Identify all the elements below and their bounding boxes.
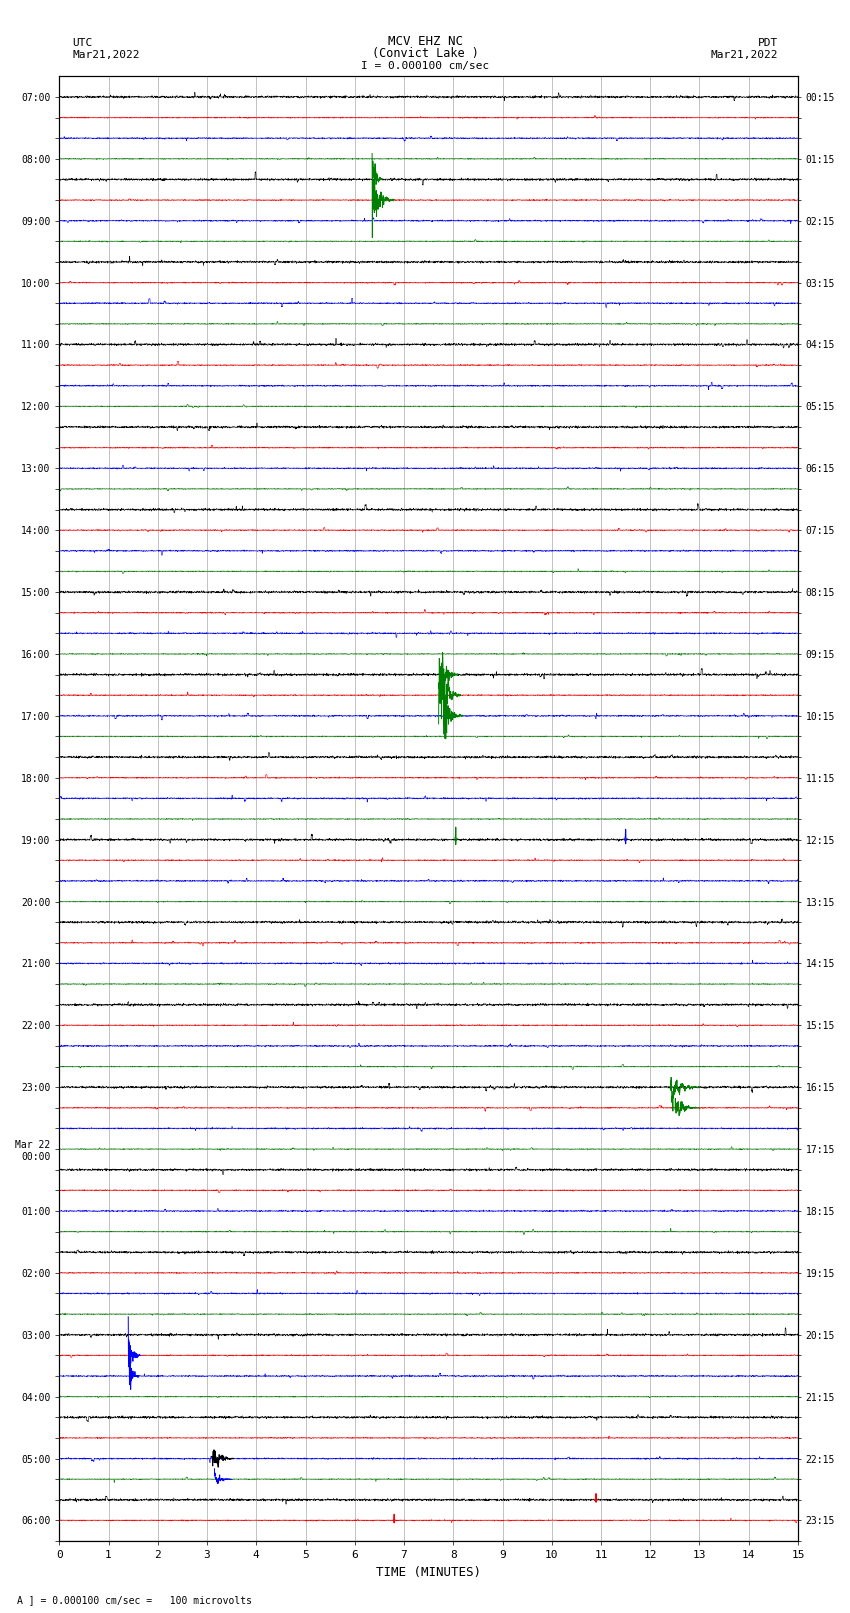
X-axis label: TIME (MINUTES): TIME (MINUTES) (377, 1566, 481, 1579)
Text: MCV EHZ NC: MCV EHZ NC (388, 35, 462, 48)
Text: UTC: UTC (72, 39, 93, 48)
Text: PDT: PDT (757, 39, 778, 48)
Text: (Convict Lake ): (Convict Lake ) (371, 47, 479, 60)
Text: I = 0.000100 cm/sec: I = 0.000100 cm/sec (361, 61, 489, 71)
Text: Mar21,2022: Mar21,2022 (711, 50, 778, 60)
Text: Mar21,2022: Mar21,2022 (72, 50, 139, 60)
Text: A ] = 0.000100 cm/sec =   100 microvolts: A ] = 0.000100 cm/sec = 100 microvolts (17, 1595, 252, 1605)
